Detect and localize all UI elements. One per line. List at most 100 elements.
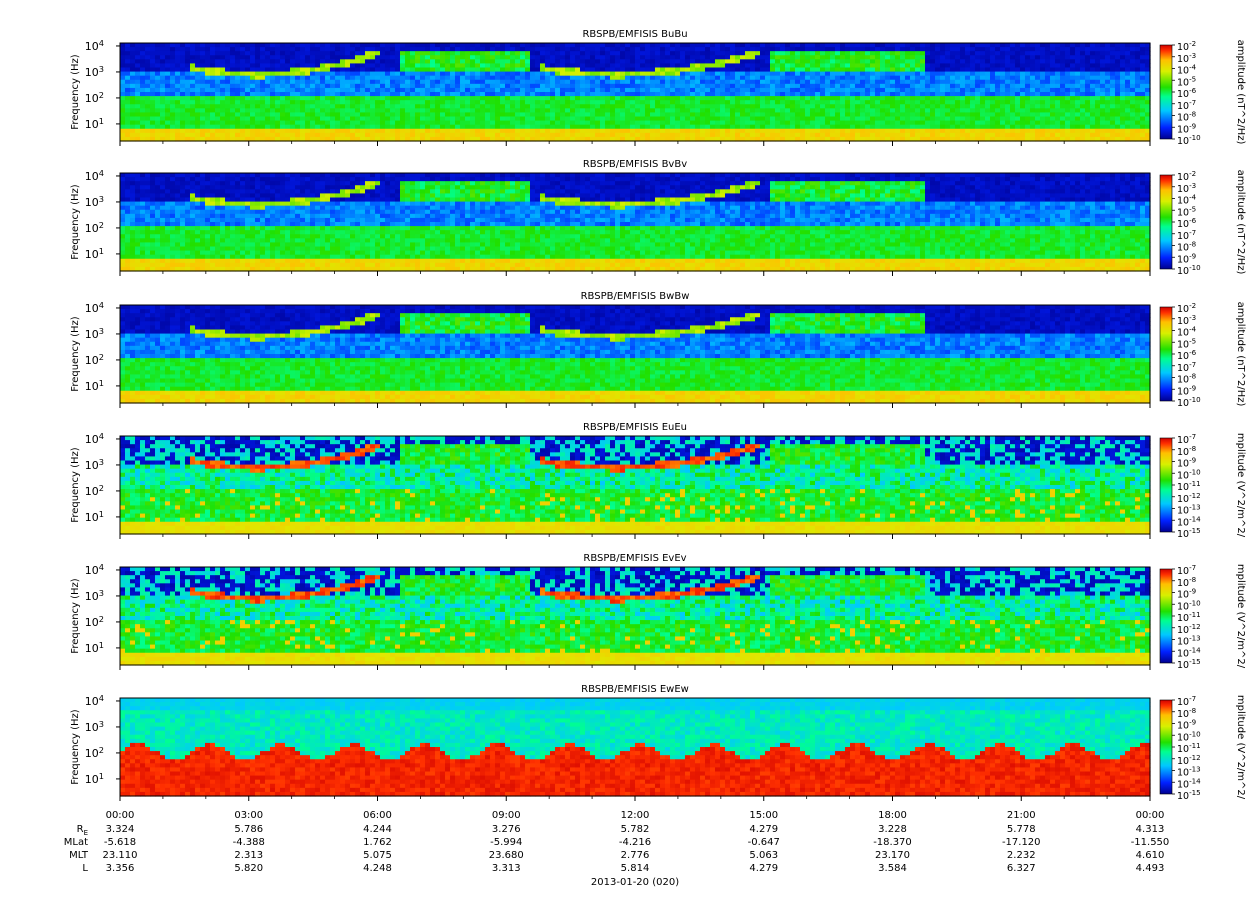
y-tick-label: 104	[85, 38, 104, 53]
colorbar-tick-label: 10-13	[1177, 503, 1201, 517]
colorbar	[1159, 699, 1173, 795]
y-tick-label: 102	[85, 220, 104, 235]
x-tick-label: 00:00	[1136, 810, 1165, 821]
colorbar-tick-label: 10-15	[1177, 788, 1201, 802]
colorbar-tick-label: 10-8	[1177, 240, 1197, 254]
colorbar	[1159, 44, 1173, 140]
colorbar-tick-label: 10-7	[1177, 98, 1196, 112]
panel-title: RBSPB/EMFISIS EuEu	[583, 422, 687, 433]
colorbar-tick-label: 10-7	[1177, 432, 1196, 446]
colorbar-tick-label: 10-8	[1177, 575, 1197, 589]
colorbar-tick-label: 10-2	[1177, 301, 1196, 315]
colorbar-tick-label: 10-5	[1177, 204, 1196, 218]
ephemeris-value: -0.647	[748, 837, 780, 848]
colorbar-label: amplitude (nT^2/Hz)	[1235, 170, 1246, 275]
colorbar	[1159, 174, 1173, 270]
colorbar-tick-label: 10-13	[1177, 765, 1201, 779]
colorbar-tick-label: 10-9	[1177, 587, 1197, 601]
colorbar-tick-label: 10-6	[1177, 348, 1197, 362]
colorbar-tick-label: 10-8	[1177, 372, 1197, 386]
y-axis-label: Frequency (Hz)	[70, 447, 81, 523]
ephemeris-value: 4.248	[363, 863, 392, 874]
y-tick-label: 103	[85, 588, 104, 603]
x-tick-label: 09:00	[492, 810, 521, 821]
ephemeris-value: -5.618	[104, 837, 136, 848]
ephemeris-value: 5.782	[621, 824, 650, 835]
ephemeris-row-label: RE	[77, 824, 88, 837]
spectrogram-image	[120, 173, 1151, 272]
ephemeris-value: 3.313	[492, 863, 521, 874]
colorbar-tick-label: 10-7	[1177, 563, 1196, 577]
spectrogram-panel: RBSPB/EMFISIS BvBv 101 102 103 104 Frequency …	[70, 159, 1246, 277]
colorbar-tick-label: 10-9	[1177, 251, 1197, 265]
ephemeris-value: 5.820	[234, 863, 263, 874]
ephemeris-value: 23.110	[103, 850, 138, 861]
colorbar-tick-label: 10-10	[1177, 263, 1201, 277]
ephemeris-value: 3.228	[878, 824, 907, 835]
colorbar-tick-label: 10-4	[1177, 193, 1197, 207]
colorbar-tick-label: 10-12	[1177, 491, 1201, 505]
y-tick-label: 104	[85, 431, 104, 446]
spectrogram-panels: RBSPB/EMFISIS BuBu 101 102 103 104 Frequency …	[70, 29, 1246, 802]
ephemeris-value: 4.610	[1136, 850, 1165, 861]
colorbar-tick-label: 10-9	[1177, 456, 1197, 470]
ephemeris-value: 5.075	[363, 850, 392, 861]
time-axis: 00:00 03:00 06:00 09:00 12:00 15:00 18:00 21:00…	[64, 810, 1170, 874]
spectrogram-image	[120, 43, 1151, 142]
colorbar-tick-label: 10-2	[1177, 169, 1196, 183]
colorbar	[1159, 437, 1173, 533]
ephemeris-value: 2.313	[234, 850, 263, 861]
ephemeris-value: -17.120	[1002, 837, 1041, 848]
ephemeris-value: 6.327	[1007, 863, 1036, 874]
spectrogram-panel: RBSPB/EMFISIS EuEu 101 102 103 104 Frequency …	[70, 422, 1246, 540]
spectrogram-image	[120, 698, 1151, 797]
y-axis-label: Frequency (Hz)	[70, 709, 81, 785]
y-tick-label: 103	[85, 326, 104, 341]
colorbar-tick-label: 10-3	[1177, 51, 1196, 65]
ephemeris-value: -4.216	[619, 837, 651, 848]
y-axis-label: Frequency (Hz)	[70, 316, 81, 392]
ephemeris-value: 4.279	[749, 824, 778, 835]
colorbar-label: mplitude (V^2/m^2/	[1235, 433, 1246, 538]
colorbar-tick-label: 10-13	[1177, 634, 1201, 648]
ephemeris-value: 23.680	[489, 850, 524, 861]
y-tick-label: 101	[85, 509, 104, 524]
ephemeris-value: 4.493	[1136, 863, 1165, 874]
colorbar-label: amplitude (nT^2/Hz)	[1235, 302, 1246, 407]
ephemeris-value: -18.370	[873, 837, 912, 848]
y-tick-label: 101	[85, 771, 104, 786]
ephemeris-value: -11.550	[1131, 837, 1170, 848]
colorbar-tick-label: 10-8	[1177, 706, 1197, 720]
spectrogram-panel: RBSPB/EMFISIS BuBu 101 102 103 104 Frequency …	[70, 29, 1246, 147]
colorbar-tick-label: 10-11	[1177, 479, 1201, 493]
colorbar-tick-label: 10-14	[1177, 776, 1201, 790]
colorbar-tick-label: 10-10	[1177, 395, 1201, 409]
spectrogram-panel: RBSPB/EMFISIS BwBw 101 102 103 104 Frequency …	[70, 291, 1246, 409]
colorbar-tick-label: 10-4	[1177, 63, 1197, 77]
colorbar-tick-label: 10-7	[1177, 694, 1196, 708]
y-axis-label: Frequency (Hz)	[70, 184, 81, 260]
colorbar-tick-label: 10-14	[1177, 645, 1201, 659]
spectrogram-panel: RBSPB/EMFISIS EvEv 101 102 103 104 Frequency …	[70, 553, 1246, 671]
y-axis-label: Frequency (Hz)	[70, 578, 81, 654]
ephemeris-value: 23.170	[875, 850, 910, 861]
x-tick-label: 06:00	[363, 810, 392, 821]
ephemeris-value: 5.778	[1007, 824, 1036, 835]
panel-title: RBSPB/EMFISIS EvEv	[583, 553, 686, 564]
ephemeris-value: -4.388	[233, 837, 265, 848]
colorbar-tick-label: 10-6	[1177, 216, 1197, 230]
colorbar-label: mplitude (V^2/m^2/	[1235, 695, 1246, 800]
ephemeris-row-label: MLat	[64, 837, 88, 848]
y-tick-label: 104	[85, 168, 104, 183]
y-tick-label: 101	[85, 640, 104, 655]
colorbar-tick-label: 10-5	[1177, 336, 1196, 350]
ephemeris-row-label: L	[82, 863, 88, 874]
ephemeris-value: 5.786	[234, 824, 263, 835]
y-tick-label: 103	[85, 457, 104, 472]
y-axis-label: Frequency (Hz)	[70, 54, 81, 130]
colorbar-tick-label: 10-10	[1177, 729, 1201, 743]
ephemeris-value: 5.814	[621, 863, 650, 874]
spectrogram-image	[120, 436, 1151, 535]
spectrogram-panel: RBSPB/EMFISIS EwEw 101 102 103 104 Frequency …	[70, 684, 1246, 802]
